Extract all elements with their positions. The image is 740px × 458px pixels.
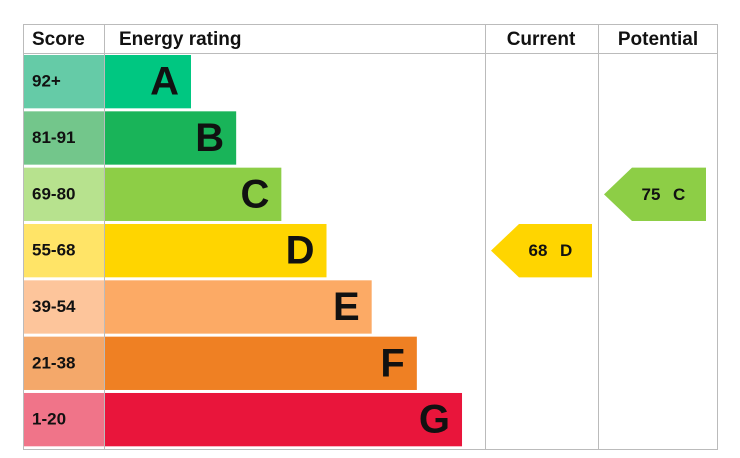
rating-bar (105, 167, 282, 221)
current-value: 68 (529, 241, 548, 260)
rating-bar (105, 336, 417, 390)
rating-bar (105, 111, 237, 165)
score-cell (24, 392, 104, 447)
header-potential: Potential (618, 29, 698, 50)
rating-bar (105, 223, 327, 278)
score-cell (24, 280, 104, 334)
score-range: 1-20 (32, 410, 66, 429)
potential-band: C (673, 185, 685, 204)
rating-letter: B (195, 116, 224, 160)
rating-letter: F (380, 341, 404, 385)
score-range: 81-91 (32, 128, 75, 147)
score-range: 92+ (32, 72, 61, 91)
rating-letter: D (286, 229, 315, 273)
rating-letter: C (240, 172, 269, 216)
rating-letter: G (419, 398, 450, 442)
potential-value: 75 (642, 185, 661, 204)
score-cell (24, 223, 104, 278)
table-border (23, 24, 718, 450)
header-current: Current (507, 29, 576, 50)
rating-bar (105, 280, 372, 334)
rating-letter: A (150, 60, 179, 104)
score-cell (24, 336, 104, 390)
current-band: D (560, 241, 572, 260)
score-cell (24, 111, 104, 165)
score-range: 69-80 (32, 184, 75, 203)
header-score: Score (32, 29, 85, 50)
score-range: 39-54 (32, 297, 76, 316)
score-range: 55-68 (32, 241, 75, 260)
potential-arrow (604, 167, 706, 221)
score-range: 21-38 (32, 353, 75, 372)
rating-bar (105, 392, 463, 447)
rating-letter: E (333, 285, 360, 329)
current-arrow (491, 223, 592, 278)
header-rating: Energy rating (119, 29, 241, 50)
score-cell (24, 167, 104, 221)
score-cell (24, 55, 104, 109)
rating-bar (105, 55, 191, 109)
